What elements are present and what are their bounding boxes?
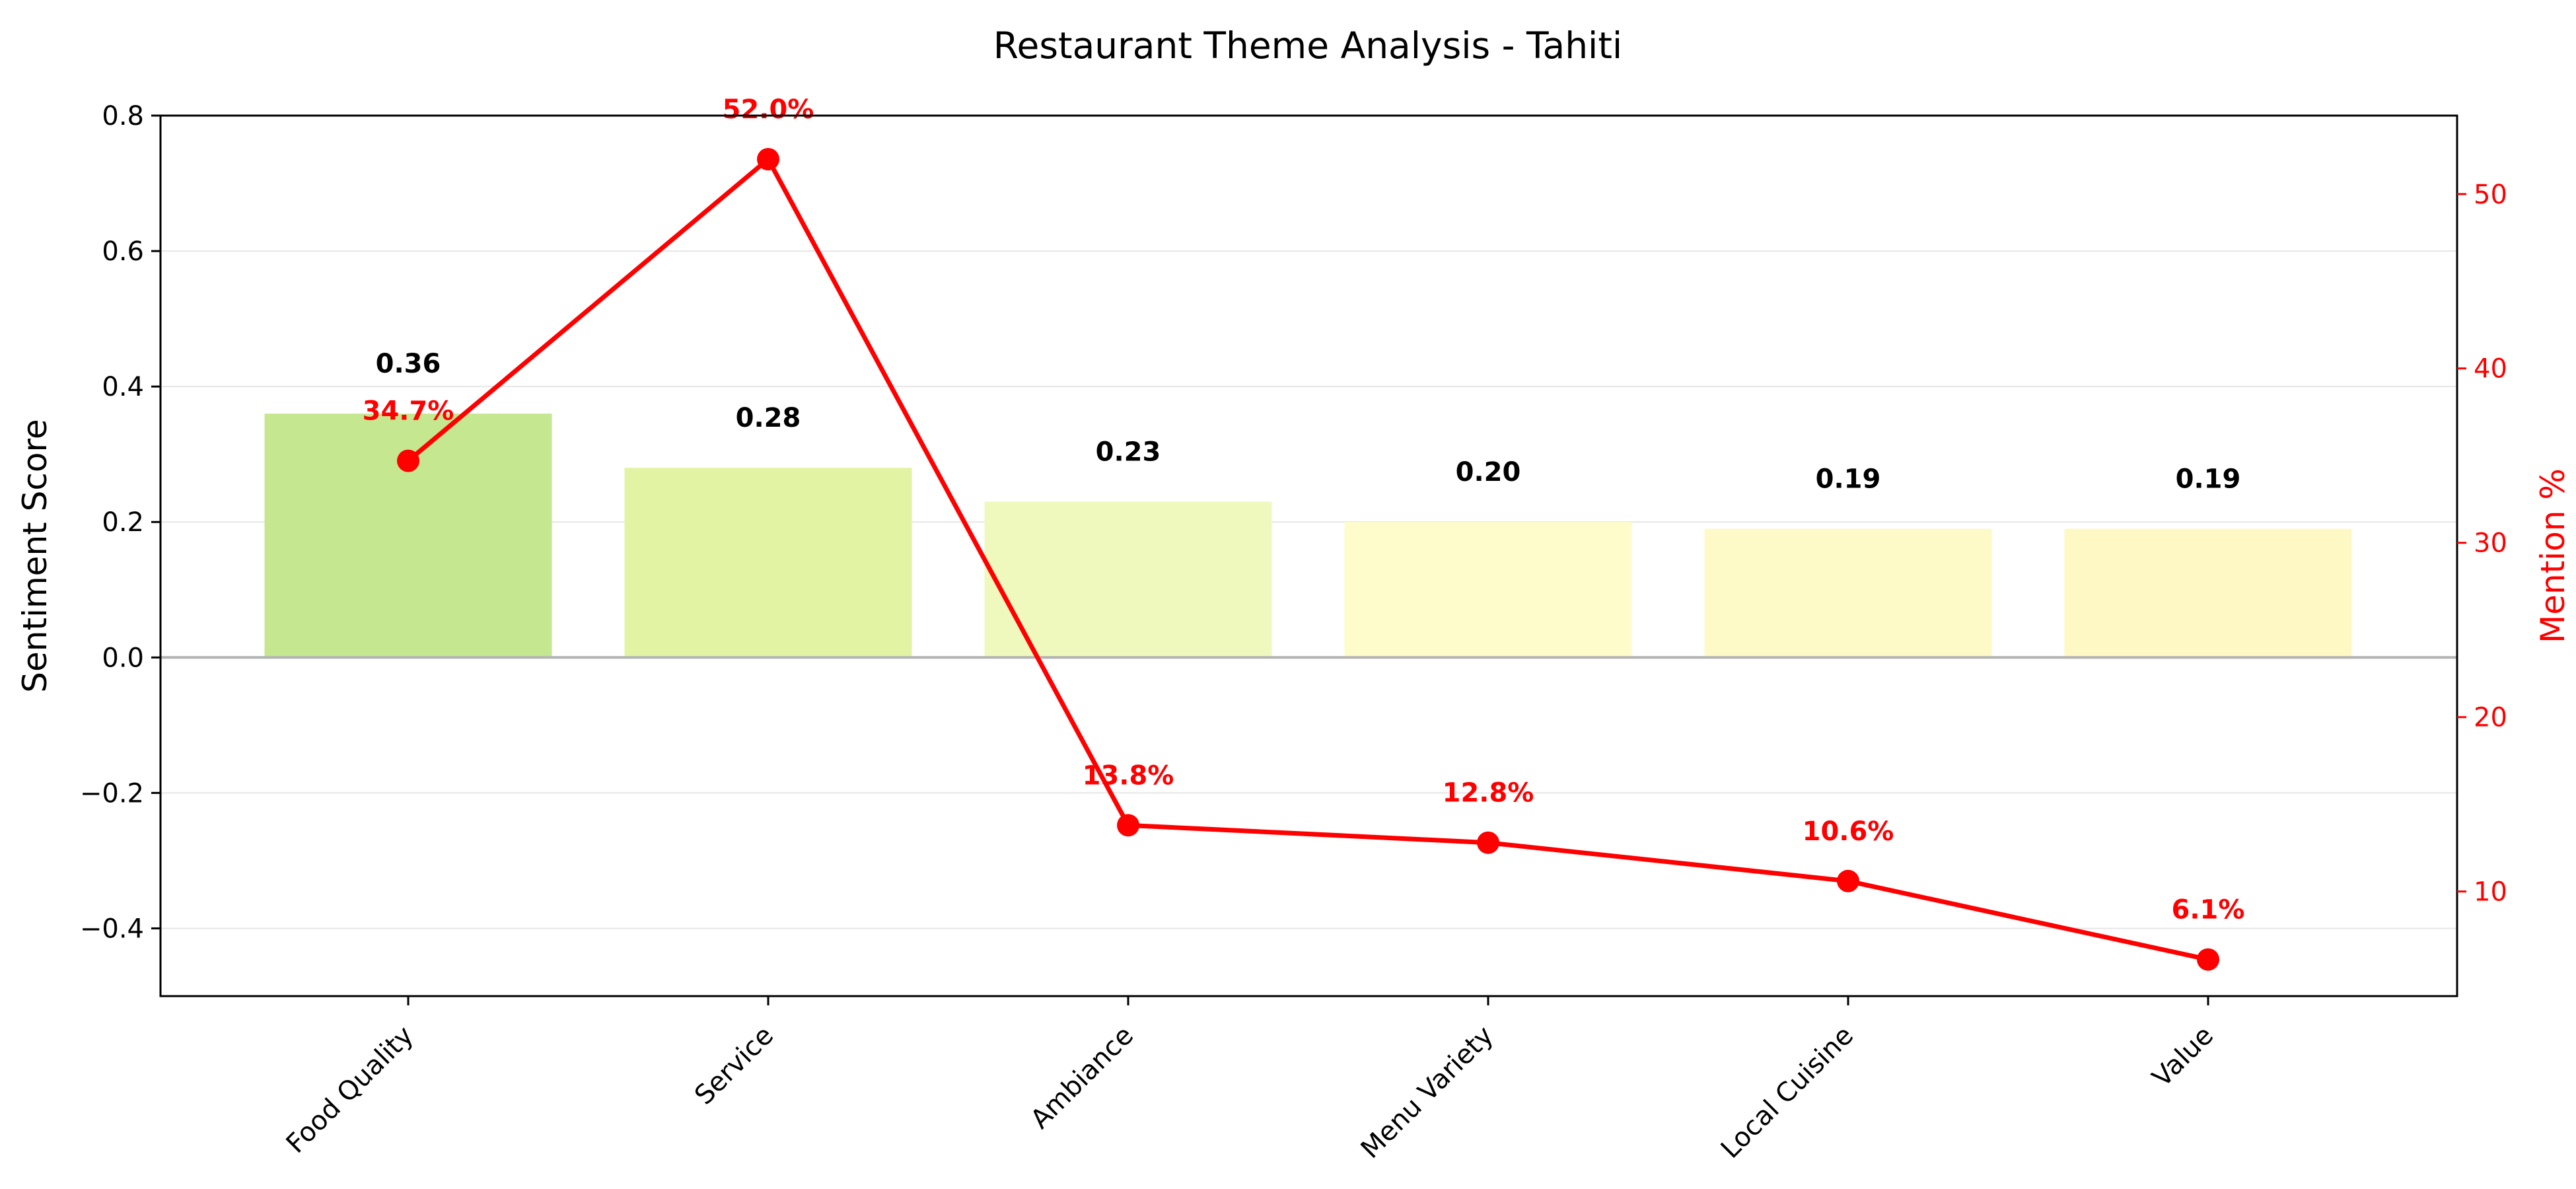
x-tick-label: Ambiance xyxy=(1025,1021,1139,1135)
mention-value-labels: 34.7% 52.0% 13.8% 12.8% 10.6% 6.1% xyxy=(363,94,2245,925)
bar xyxy=(2064,528,2352,658)
right-axis: 50 40 30 20 10 xyxy=(2457,180,2507,908)
y-tick-label: −0.4 xyxy=(80,914,144,944)
plot-frame xyxy=(159,114,2458,997)
x-tick-label: Food Quality xyxy=(281,1021,419,1159)
chart-title: Restaurant Theme Analysis - Tahiti xyxy=(993,24,1622,67)
mention-value-label: 13.8% xyxy=(1083,760,1174,791)
x-tick-label: Menu Variety xyxy=(1355,1021,1499,1165)
mention-point xyxy=(1117,814,1139,837)
mention-point xyxy=(1477,831,1499,854)
y-tick-label: 0.2 xyxy=(102,507,144,538)
y-axis-title: Sentiment Score xyxy=(16,419,54,692)
mention-value-label: 6.1% xyxy=(2172,895,2245,925)
y2-axis-title: Mention % xyxy=(2534,468,2572,643)
bar xyxy=(1344,522,1632,658)
bar-value-label: 0.20 xyxy=(1456,457,1521,487)
y-tick-label: 0.8 xyxy=(102,101,144,131)
y2-tick-label: 40 xyxy=(2474,354,2507,384)
mention-point xyxy=(397,449,419,472)
left-axis: 0.8 0.6 0.4 0.2 0.0 −0.2 −0.4 xyxy=(80,101,161,944)
mention-point xyxy=(2197,948,2219,971)
mention-value-label: 52.0% xyxy=(723,94,814,125)
y2-tick-label: 50 xyxy=(2474,180,2507,210)
x-tick-label: Value xyxy=(2147,1021,2219,1093)
y-tick-label: 0.6 xyxy=(102,236,144,267)
bar-value-label: 0.19 xyxy=(1816,464,1881,494)
y-tick-label: 0.0 xyxy=(102,643,144,673)
x-tick-label: Service xyxy=(689,1021,779,1111)
bar xyxy=(624,468,912,658)
mention-value-label: 34.7% xyxy=(363,396,454,427)
y2-tick-label: 20 xyxy=(2474,703,2507,733)
y2-tick-label: 30 xyxy=(2474,528,2507,559)
mention-value-label: 10.6% xyxy=(1803,816,1894,847)
y-tick-label: 0.4 xyxy=(102,372,144,402)
y2-tick-label: 10 xyxy=(2474,877,2507,908)
bar-value-label: 0.36 xyxy=(376,349,441,379)
x-axis: Food Quality Service Ambiance Menu Variety L… xyxy=(281,996,2219,1165)
mention-point xyxy=(757,147,779,170)
mention-line xyxy=(406,157,2209,962)
bar xyxy=(1704,528,1992,658)
bar-value-label: 0.19 xyxy=(2176,464,2241,494)
mention-value-label: 12.8% xyxy=(1443,778,1534,809)
x-tick-label: Local Cuisine xyxy=(1715,1021,1859,1165)
bar-series xyxy=(264,414,2352,658)
mention-line-series xyxy=(397,147,2219,971)
y-tick-label: −0.2 xyxy=(80,778,144,809)
mention-point xyxy=(1837,869,1859,892)
bar xyxy=(984,501,1272,658)
bar-value-label: 0.23 xyxy=(1096,437,1161,467)
bar-value-label: 0.28 xyxy=(736,403,801,433)
bar-value-labels: 0.36 0.28 0.23 0.20 0.19 0.19 xyxy=(376,349,2241,494)
